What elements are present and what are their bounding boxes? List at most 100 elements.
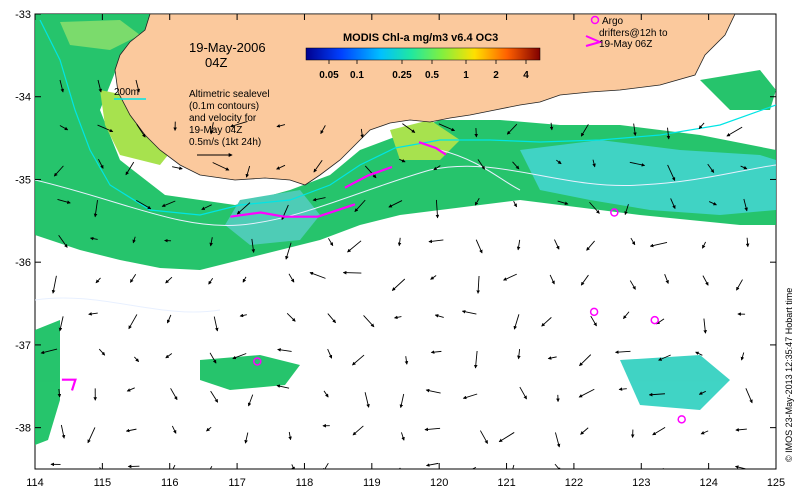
velocity-arrow <box>435 199 440 219</box>
velocity-arrow <box>313 159 323 173</box>
velocity-arrow <box>245 165 251 178</box>
drifter-track <box>230 203 356 218</box>
x-tick-label: 120 <box>430 477 448 489</box>
velocity-arrow <box>624 204 629 216</box>
velocity-arrow <box>745 237 750 248</box>
velocity-arrow <box>393 315 402 320</box>
velocity-arrow <box>578 388 595 398</box>
velocity-arrow <box>209 237 213 247</box>
velocity-arrow <box>549 274 555 285</box>
velocity-arrow <box>740 165 748 170</box>
velocity-arrow <box>247 394 254 407</box>
velocity-arrow <box>433 165 441 171</box>
velocity-arrow <box>614 350 631 354</box>
velocity-arrow <box>98 158 104 169</box>
velocity-arrow <box>428 239 444 244</box>
drifter-track <box>61 378 77 391</box>
sealevel-contours <box>35 149 776 313</box>
velocity-arrow <box>134 356 140 363</box>
velocity-arrow <box>438 123 456 132</box>
credit-text: © IMOS 23-May-2013 12:35:47 Hobart time <box>784 288 794 462</box>
velocity-arrow <box>286 312 296 322</box>
velocity-arrow <box>323 390 329 398</box>
velocity-arrow <box>213 316 219 332</box>
velocity-arrow <box>40 348 58 355</box>
y-tick-label: -33 <box>15 9 31 21</box>
velocity-arrow <box>232 353 247 360</box>
y-axis: -33 -34 -35 -36 -37 -38 <box>15 9 776 435</box>
note-line-3: and velocity for <box>189 113 257 124</box>
velocity-arrow <box>87 427 96 444</box>
velocity-arrow <box>557 200 569 205</box>
velocity-arrow <box>541 317 552 327</box>
drifter-line-2: 19-May 06Z <box>599 39 652 50</box>
x-tick-label: 115 <box>94 477 112 489</box>
x-tick-label: 119 <box>363 477 381 489</box>
velocity-arrow <box>656 318 665 325</box>
velocity-arrow <box>206 426 212 432</box>
velocity-arrow <box>547 356 557 360</box>
velocity-arrow <box>172 166 183 170</box>
velocity-arrow <box>513 201 517 208</box>
velocity-arrow <box>587 471 591 478</box>
velocity-arrow <box>703 318 707 334</box>
date-line-2: 04Z <box>205 55 227 70</box>
velocity-arrow <box>630 237 636 246</box>
velocity-arrow <box>623 311 630 320</box>
velocity-arrow <box>702 275 709 286</box>
velocity-arrow <box>404 356 409 365</box>
legend-tick-label: 4 <box>523 70 529 81</box>
contour-200m-line <box>39 19 776 216</box>
y-tick-label: -34 <box>15 92 31 104</box>
note-line-2: (0.1m contours) <box>189 101 259 112</box>
velocity-arrow <box>512 161 520 170</box>
velocity-arrow <box>171 464 176 469</box>
velocity-arrow <box>242 276 247 283</box>
velocity-arrow <box>125 428 137 433</box>
velocity-arrow <box>425 388 441 394</box>
velocity-arrow <box>352 354 365 366</box>
velocity-arrow <box>360 128 364 139</box>
velocity-arrow <box>161 200 176 207</box>
legend-title: MODIS Chl-a mg/m3 v6.4 OC3 <box>343 32 498 44</box>
velocity-arrow <box>388 200 403 208</box>
velocity-arrow <box>285 242 292 260</box>
velocity-arrow <box>125 161 135 176</box>
velocity-arrow <box>291 464 295 469</box>
velocity-arrow <box>633 123 637 137</box>
velocity-arrow <box>726 126 743 137</box>
velocity-arrow <box>513 314 520 330</box>
velocity-arrow <box>208 278 214 285</box>
velocity-arrow <box>664 273 669 284</box>
velocity-arrow <box>397 237 402 247</box>
velocity-arrow <box>165 353 173 359</box>
velocity-arrow <box>58 234 68 248</box>
argo-float-marker <box>677 415 686 424</box>
y-tick-label: -36 <box>15 257 31 269</box>
velocity-arrow <box>652 426 666 436</box>
velocity-arrow <box>434 314 444 318</box>
velocity-arrow <box>276 164 286 170</box>
velocity-arrow <box>554 432 561 448</box>
velocity-arrow <box>503 273 517 281</box>
velocity-arrow <box>59 125 69 131</box>
velocity-arrow <box>277 348 292 352</box>
argo-label: Argo <box>602 16 624 27</box>
velocity-arrow <box>629 161 646 167</box>
x-tick-label: 117 <box>228 477 246 489</box>
y-tick-label: -37 <box>15 340 31 352</box>
velocity-arrow <box>743 198 748 212</box>
velocity-arrow <box>698 390 706 395</box>
velocity-arrow <box>171 425 177 434</box>
legend-tick-label: 2 <box>493 70 499 81</box>
legend-tick-label: 0.05 <box>319 70 339 81</box>
velocity-arrow <box>327 313 336 324</box>
velocity-arrow <box>592 159 596 168</box>
velocity-arrow <box>165 276 173 284</box>
velocity-arrow <box>57 388 62 398</box>
velocity-arrow <box>309 271 326 279</box>
velocity-arrow <box>95 277 101 284</box>
velocity-arrow <box>475 239 483 254</box>
velocity-arrow <box>736 279 743 291</box>
velocity-arrow <box>391 278 406 291</box>
